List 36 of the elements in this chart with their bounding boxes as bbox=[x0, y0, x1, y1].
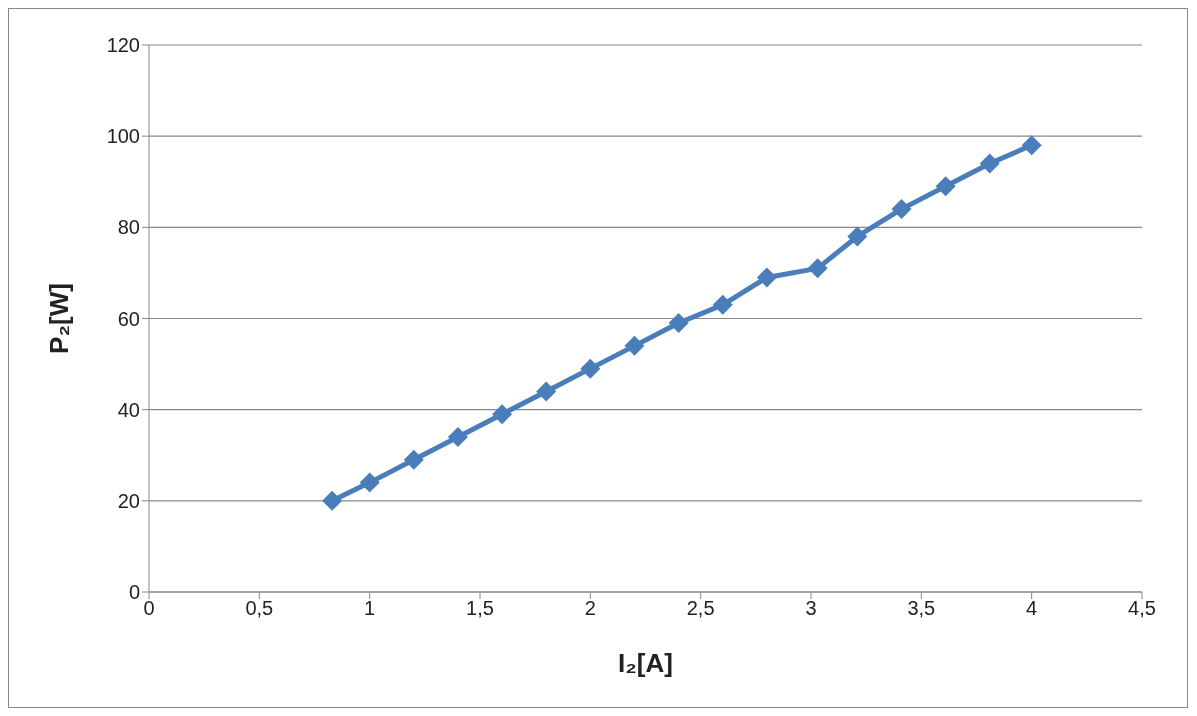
y-tick-label: 40 bbox=[117, 398, 140, 421]
point bbox=[1021, 135, 1042, 156]
point bbox=[807, 258, 828, 279]
x-tick-label: 1 bbox=[364, 597, 376, 620]
point bbox=[847, 226, 868, 247]
y-tick-label: 80 bbox=[117, 216, 140, 239]
x-tick-label: 4,5 bbox=[1128, 597, 1156, 620]
y-tick-label: 100 bbox=[106, 125, 140, 148]
y-tick-label: 0 bbox=[128, 581, 140, 604]
y-axis-title: P₂[W] bbox=[44, 283, 75, 354]
x-tick-label: 0 bbox=[143, 597, 155, 620]
x-tick-label: 2,5 bbox=[686, 597, 715, 620]
point bbox=[756, 267, 777, 288]
x-tick-label: 0,5 bbox=[245, 597, 274, 620]
x-tick-label: 4 bbox=[1026, 597, 1038, 620]
x-tick-label: 3,5 bbox=[907, 597, 936, 620]
point bbox=[712, 294, 733, 315]
y-tick-label: 120 bbox=[106, 34, 140, 57]
point bbox=[403, 449, 424, 470]
x-tick-label: 3 bbox=[805, 597, 817, 620]
x-axis-title: I₂[A] bbox=[618, 648, 673, 678]
point bbox=[935, 176, 956, 197]
y-tick-label: 20 bbox=[117, 489, 140, 512]
point bbox=[359, 472, 380, 493]
point bbox=[624, 335, 645, 356]
point bbox=[322, 490, 343, 511]
point bbox=[492, 404, 513, 425]
point bbox=[668, 313, 689, 334]
y-tick-label: 60 bbox=[117, 307, 140, 330]
point bbox=[891, 199, 912, 220]
point bbox=[536, 381, 557, 402]
x-tick-label: 2 bbox=[584, 597, 596, 620]
x-tick-label: 1,5 bbox=[466, 597, 494, 620]
point bbox=[580, 358, 601, 379]
point bbox=[447, 427, 468, 448]
point bbox=[979, 153, 1000, 174]
